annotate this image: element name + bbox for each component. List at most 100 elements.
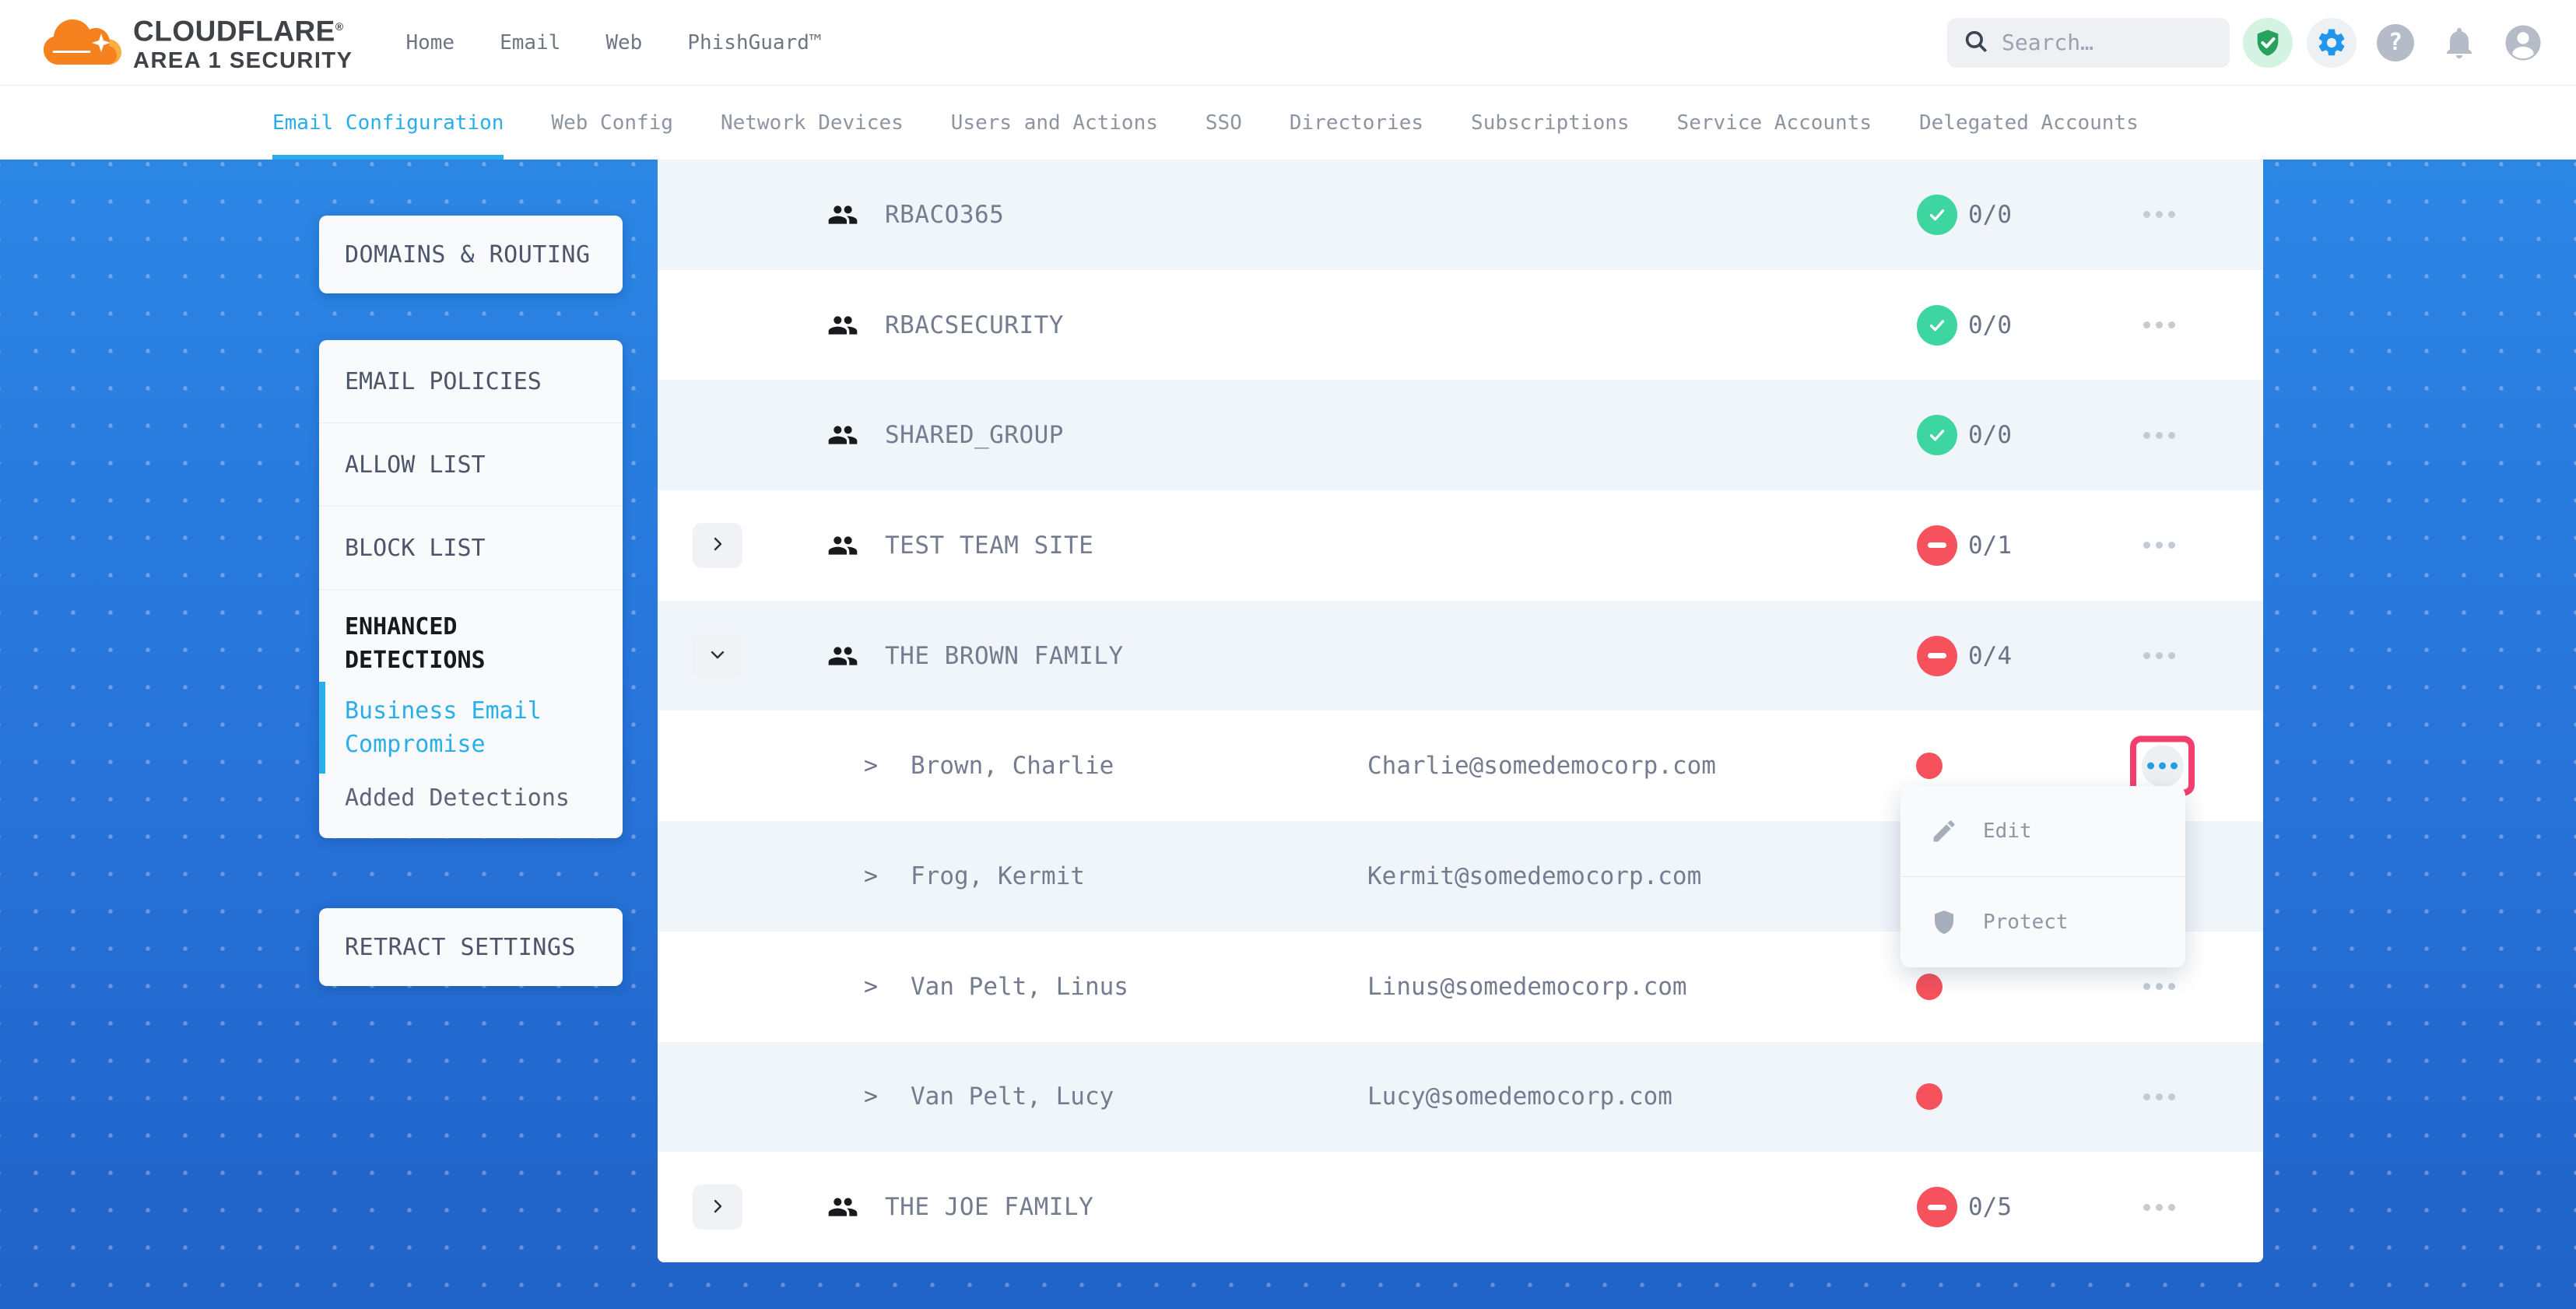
table-row: TEST TEAM SITE 0/1 bbox=[658, 490, 2263, 601]
menu-item-edit[interactable]: Edit bbox=[1900, 786, 2185, 876]
pencil-icon bbox=[1930, 817, 1958, 845]
sidebar-item-added-detections[interactable]: Added Detections bbox=[345, 784, 570, 812]
group-icon bbox=[827, 310, 858, 341]
tab-users-and-actions[interactable]: Users and Actions bbox=[950, 111, 1158, 135]
protection-count: 0/5 bbox=[1968, 1193, 2012, 1222]
sidebar-item-block-list[interactable]: BLOCK LIST bbox=[319, 507, 623, 590]
shield-icon bbox=[1930, 908, 1958, 936]
collapse-button[interactable] bbox=[693, 633, 742, 679]
row-menu-button[interactable] bbox=[2133, 1188, 2185, 1227]
menu-item-protect[interactable]: Protect bbox=[1900, 876, 2185, 967]
account-icon[interactable] bbox=[2497, 17, 2549, 68]
shield-check-icon[interactable] bbox=[2242, 17, 2293, 68]
row-menu-button[interactable] bbox=[2133, 967, 2185, 1006]
tab-network-devices[interactable]: Network Devices bbox=[720, 111, 904, 135]
search-input[interactable] bbox=[2002, 30, 2214, 55]
table-row: SHARED_GROUP 0/0 bbox=[658, 380, 2263, 491]
protection-count: 0/1 bbox=[1968, 531, 2012, 560]
registered-mark: ® bbox=[335, 20, 344, 33]
status-fail-dot bbox=[1916, 1083, 1943, 1111]
sidebar-item-business-email-compromise[interactable]: Business Email Compromise bbox=[319, 677, 623, 778]
expand-button[interactable] bbox=[693, 1184, 742, 1230]
member-chevron-icon[interactable]: > bbox=[864, 752, 879, 780]
member-name: Van Pelt, Lucy bbox=[911, 1083, 1114, 1111]
status-fail-dot bbox=[1916, 973, 1943, 1000]
status-pass-badge bbox=[1917, 194, 1957, 235]
member-name: Frog, Kermit bbox=[911, 862, 1085, 890]
sidebar-item-retract-settings[interactable]: RETRACT SETTINGS bbox=[319, 908, 623, 986]
notifications-bell-icon[interactable] bbox=[2434, 17, 2485, 68]
row-menu-button[interactable] bbox=[2133, 526, 2185, 565]
member-email: Kermit@somedemocorp.com bbox=[1367, 862, 1702, 890]
member-email: Lucy@somedemocorp.com bbox=[1367, 1083, 1672, 1111]
search-icon bbox=[1963, 28, 1989, 58]
group-name: TEST TEAM SITE bbox=[885, 531, 1094, 560]
group-icon bbox=[827, 1191, 858, 1223]
sidebar-item-domains-routing[interactable]: DOMAINS & ROUTING bbox=[319, 216, 623, 293]
row-menu-button[interactable] bbox=[2133, 195, 2185, 234]
row-menu-button[interactable] bbox=[2133, 306, 2185, 345]
sidebar-item-allow-list[interactable]: ALLOW LIST bbox=[319, 423, 623, 507]
primary-nav: Home Email Web PhishGuard™ bbox=[405, 31, 821, 54]
tab-subscriptions[interactable]: Subscriptions bbox=[1471, 111, 1630, 135]
table-row: RBACO365 0/0 bbox=[658, 160, 2263, 270]
protection-count: 0/0 bbox=[1968, 311, 2012, 339]
expand-button[interactable] bbox=[693, 522, 742, 568]
sidebar-policies-card: EMAIL POLICIES ALLOW LIST BLOCK LIST ENH… bbox=[319, 340, 623, 838]
row-menu-button[interactable] bbox=[2133, 416, 2185, 454]
status-pass-badge bbox=[1917, 304, 1957, 346]
nav-item-email[interactable]: Email bbox=[500, 30, 561, 54]
group-icon bbox=[827, 530, 858, 561]
nav-item-home[interactable]: Home bbox=[405, 30, 455, 54]
table-row: THE JOE FAMILY 0/5 bbox=[658, 1152, 2263, 1262]
nav-item-phishguard[interactable]: PhishGuard™ bbox=[687, 30, 822, 54]
chevron-right-icon bbox=[708, 1197, 727, 1218]
tab-email-configuration[interactable]: Email Configuration bbox=[272, 86, 504, 160]
row-menu-button-active[interactable] bbox=[2141, 745, 2184, 788]
tab-web-config[interactable]: Web Config bbox=[551, 111, 673, 135]
row-menu-button[interactable] bbox=[2133, 637, 2185, 676]
row-menu-button[interactable] bbox=[2133, 1077, 2185, 1116]
sidebar-item-email-policies[interactable]: EMAIL POLICIES bbox=[319, 340, 623, 423]
tab-directories[interactable]: Directories bbox=[1289, 111, 1424, 135]
member-email: Charlie@somedemocorp.com bbox=[1367, 752, 1716, 781]
group-name: SHARED_GROUP bbox=[885, 421, 1064, 450]
search-bar[interactable] bbox=[1947, 17, 2230, 68]
group-name: RBACO365 bbox=[885, 200, 1005, 229]
settings-gear-icon[interactable] bbox=[2306, 17, 2357, 68]
row-context-menu: Edit Protect bbox=[1900, 786, 2185, 967]
chevron-down-icon bbox=[708, 645, 727, 666]
sidebar-section-enhanced-detections: ENHANCED DETECTIONS bbox=[345, 613, 486, 674]
section-tabs: Email Configuration Web Config Network D… bbox=[0, 86, 2576, 160]
nav-item-web[interactable]: Web bbox=[605, 30, 643, 54]
member-chevron-icon[interactable]: > bbox=[864, 862, 879, 890]
chevron-right-icon bbox=[708, 535, 727, 556]
table-row: THE BROWN FAMILY 0/4 bbox=[658, 600, 2263, 711]
groups-table: RBACO365 0/0 RBACSECURITY 0/0 bbox=[658, 160, 2263, 1262]
member-name: Van Pelt, Linus bbox=[911, 972, 1128, 1001]
status-pass-badge bbox=[1917, 415, 1957, 456]
table-row: > Van Pelt, Linus Linus@somedemocorp.com bbox=[658, 932, 2263, 1042]
table-row: > Van Pelt, Lucy Lucy@somedemocorp.com bbox=[658, 1041, 2263, 1153]
brand-name: CLOUDFLARE® bbox=[133, 15, 344, 47]
tab-service-accounts[interactable]: Service Accounts bbox=[1676, 111, 1872, 135]
status-fail-badge bbox=[1917, 635, 1957, 676]
top-header: CLOUDFLARE® AREA 1 SECURITY Home Email W… bbox=[0, 0, 2576, 86]
member-chevron-icon[interactable]: > bbox=[864, 973, 879, 1001]
table-row: RBACSECURITY 0/0 bbox=[658, 270, 2263, 381]
protection-count: 0/4 bbox=[1968, 641, 2012, 670]
cloudflare-logo[interactable]: CLOUDFLARE® AREA 1 SECURITY bbox=[43, 11, 353, 73]
member-name: Brown, Charlie bbox=[911, 752, 1114, 781]
brand-subtitle: AREA 1 SECURITY bbox=[133, 47, 353, 73]
member-email: Linus@somedemocorp.com bbox=[1367, 972, 1687, 1001]
header-actions: ? bbox=[1947, 17, 2549, 68]
group-icon bbox=[827, 199, 858, 230]
tab-delegated-accounts[interactable]: Delegated Accounts bbox=[1919, 111, 2139, 135]
brand-text: CLOUDFLARE® AREA 1 SECURITY bbox=[133, 11, 353, 73]
protection-count: 0/0 bbox=[1968, 421, 2012, 450]
tab-sso[interactable]: SSO bbox=[1205, 111, 1242, 135]
help-icon[interactable]: ? bbox=[2370, 17, 2421, 68]
group-icon bbox=[827, 419, 858, 451]
member-chevron-icon[interactable]: > bbox=[864, 1083, 879, 1111]
